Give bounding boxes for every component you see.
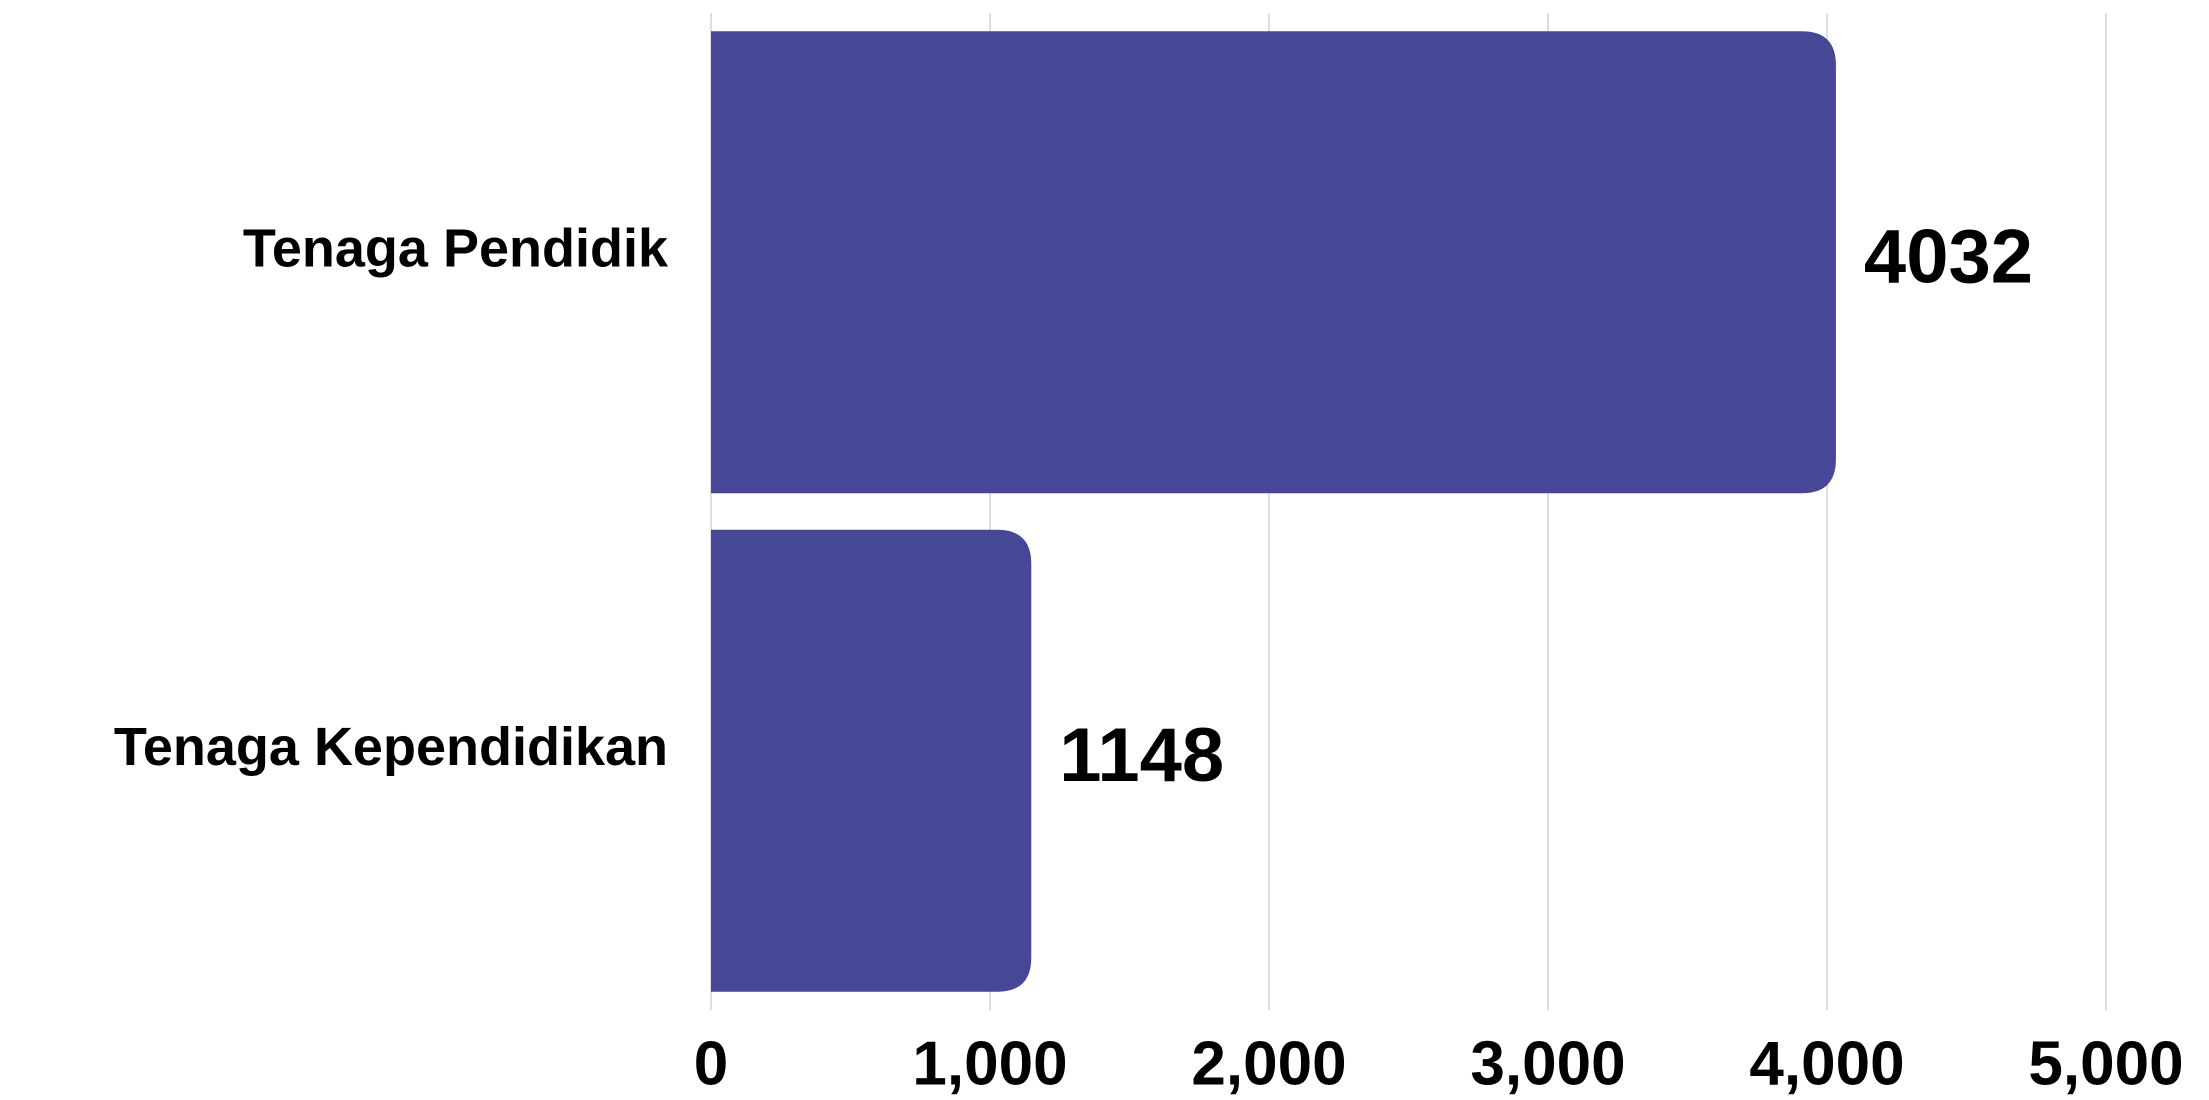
x-tick-label-0: 0 [694, 1029, 728, 1098]
category-label-tenaga-pendidik: Tenaga Pendidik [243, 219, 669, 279]
x-tick-label-4000: 4,000 [1749, 1029, 1904, 1098]
category-label-tenaga-kependidikan: Tenaga Kependidikan [114, 717, 668, 777]
labels: 4032 Tenaga Pendidik 1148 Tenaga Kependidik… [114, 214, 2184, 1098]
bars [711, 31, 1836, 992]
x-tick-label-2000: 2,000 [1191, 1029, 1346, 1098]
x-tick-label-5000: 5,000 [2028, 1029, 2183, 1098]
value-label-tenaga-pendidik: 4032 [1864, 214, 2033, 299]
x-tick-label-1000: 1,000 [912, 1029, 1067, 1098]
bar-tenaga-pendidik [711, 31, 1836, 494]
x-tick-label-3000: 3,000 [1470, 1029, 1625, 1098]
value-label-tenaga-kependidikan: 1148 [1059, 713, 1224, 798]
bar-tenaga-kependidikan [711, 529, 1032, 992]
